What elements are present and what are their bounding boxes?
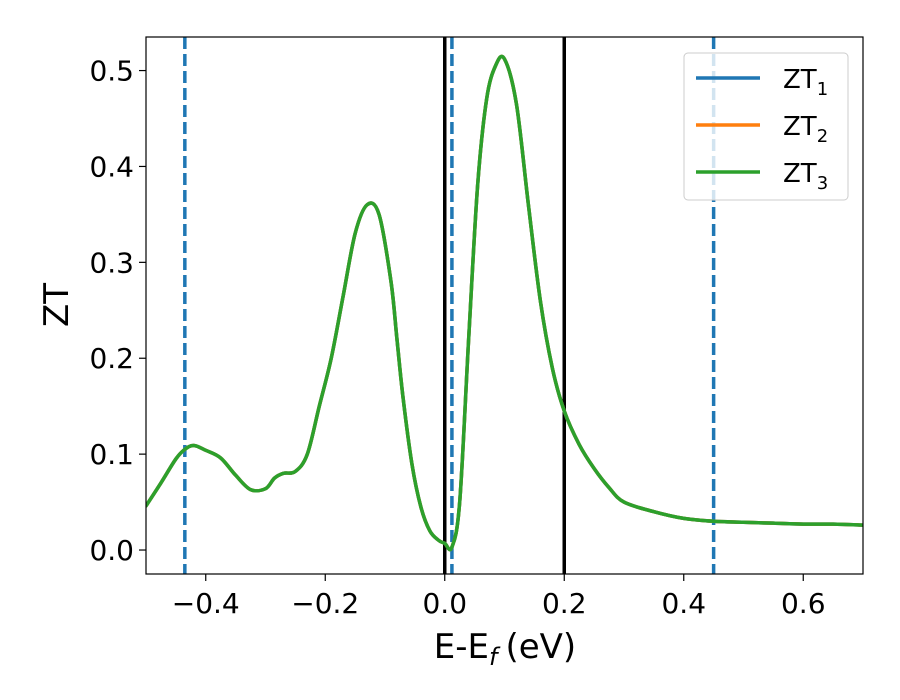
legend-frame bbox=[683, 52, 849, 201]
y-tick-label-4: 0.4 bbox=[89, 150, 134, 183]
y-axis-label: ZT bbox=[37, 283, 77, 327]
y-axis: 0.0 0.1 0.2 0.3 0.4 0.5 bbox=[89, 55, 146, 567]
series-line-3 bbox=[146, 54, 863, 552]
reference-lines bbox=[183, 37, 716, 574]
legend: ZT1 ZT2 ZT3 bbox=[683, 52, 849, 201]
legend-label-2: ZT2 bbox=[783, 112, 828, 147]
x-tick-label-0: −0.4 bbox=[172, 587, 240, 620]
y-tick-label-5: 0.5 bbox=[89, 55, 134, 88]
plot-frame bbox=[145, 36, 864, 575]
x-axis: −0.4 −0.2 0.0 0.2 0.4 0.6 bbox=[172, 574, 826, 620]
y-tick-label-0: 0.0 bbox=[89, 534, 134, 567]
y-tick-label-1: 0.1 bbox=[89, 438, 134, 471]
x-tick-label-5: 0.6 bbox=[781, 587, 826, 620]
x-tick-label-2: 0.0 bbox=[422, 587, 467, 620]
legend-label-3: ZT3 bbox=[783, 159, 828, 194]
x-tick-label-4: 0.4 bbox=[661, 587, 706, 620]
legend-label-1: ZT1 bbox=[783, 65, 828, 100]
x-tick-label-1: −0.2 bbox=[291, 587, 359, 620]
x-axis-label: E-Ef (eV) bbox=[434, 627, 576, 671]
y-tick-label-3: 0.3 bbox=[89, 246, 134, 279]
series-lines bbox=[146, 54, 863, 552]
y-tick-label-2: 0.2 bbox=[89, 342, 134, 375]
x-tick-label-3: 0.2 bbox=[542, 587, 587, 620]
